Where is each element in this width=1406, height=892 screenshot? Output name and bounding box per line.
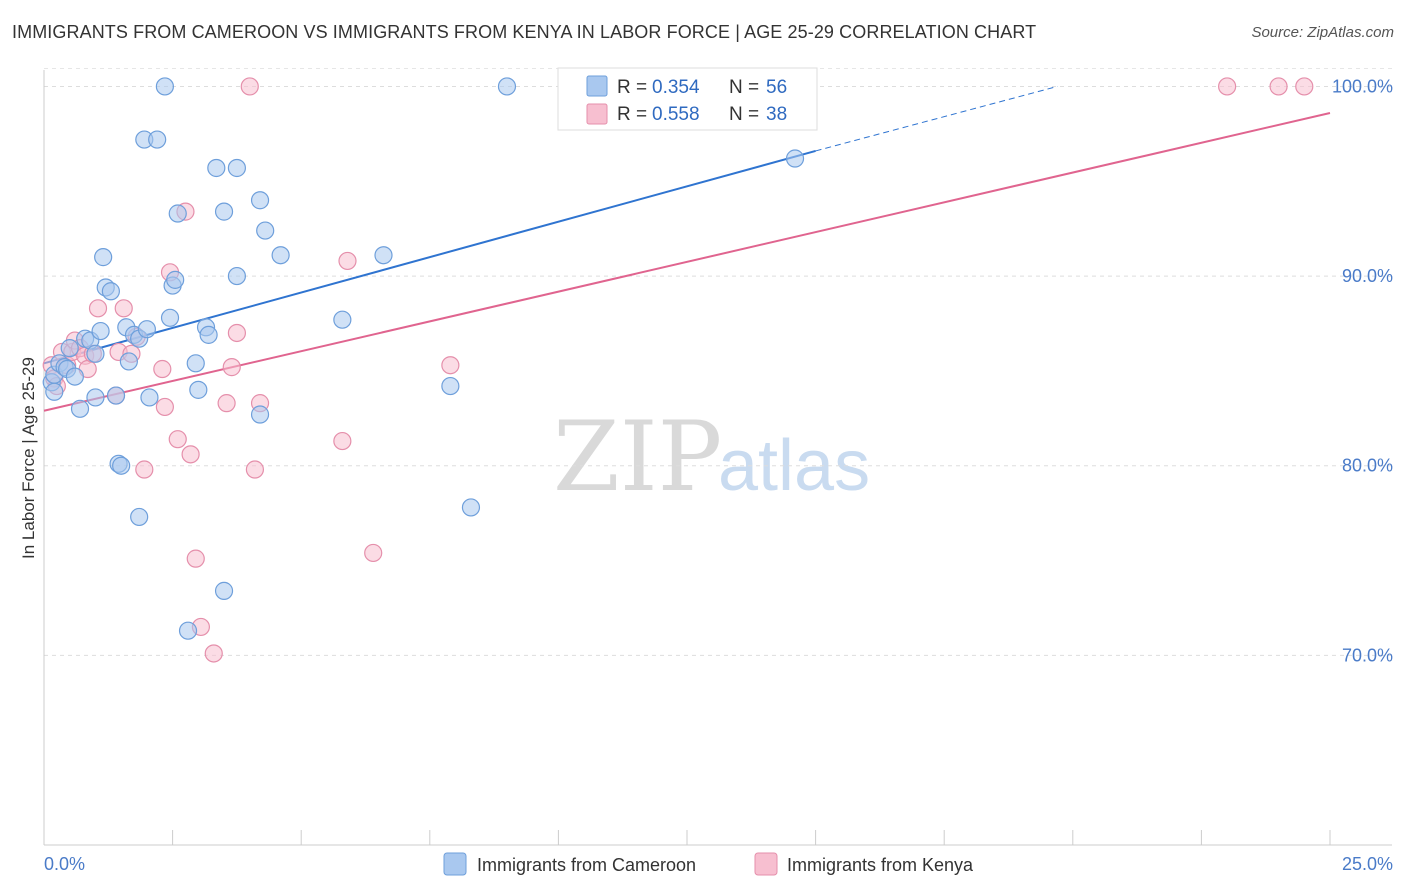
- cameroon-point: [250, 405, 270, 424]
- kenya-point: [227, 323, 246, 343]
- bottom-legend-cameroon-label: Immigrants from Cameroon: [477, 855, 696, 875]
- cameroon-point: [461, 498, 481, 517]
- legend-kenya-r-label: R =: [617, 104, 647, 125]
- cameroon-point: [199, 325, 218, 344]
- cameroon-point: [271, 246, 290, 265]
- cameroon-point: [189, 380, 208, 399]
- cameroon-point: [106, 386, 126, 405]
- y-axis-label: In Labor Force | Age 25-29: [19, 357, 38, 559]
- cameroon-point: [155, 77, 174, 96]
- kenya-point: [1218, 77, 1237, 96]
- legend-cameroon-n-label: N =: [729, 77, 759, 98]
- cameroon-trend-extension: [815, 85, 1058, 152]
- kenya-point: [441, 356, 460, 375]
- kenya-trend-line: [43, 112, 1331, 412]
- cameroon-points: [42, 77, 805, 640]
- kenya-point: [88, 299, 108, 318]
- kenya-point: [114, 299, 133, 318]
- cameroon-point: [333, 310, 352, 329]
- y-tick-label: 70.0%: [1342, 645, 1393, 665]
- cameroon-point: [186, 354, 205, 373]
- cameroon-point: [227, 158, 246, 178]
- kenya-point: [364, 543, 383, 563]
- cameroon-point: [140, 388, 159, 407]
- cameroon-point: [94, 248, 113, 267]
- cameroon-point: [130, 507, 149, 527]
- y-tick-label: 90.0%: [1342, 266, 1393, 286]
- axes: [43, 70, 1392, 846]
- kenya-point: [222, 358, 241, 377]
- watermark: ZIP atlas: [553, 401, 870, 513]
- cameroon-point: [137, 320, 156, 339]
- trend-lines: [43, 85, 1331, 412]
- cameroon-point: [214, 202, 234, 221]
- x-tick-label: 0.0%: [44, 854, 85, 874]
- cameroon-point: [60, 339, 79, 358]
- kenya-point: [204, 644, 223, 663]
- kenya-point: [1269, 77, 1288, 96]
- cameroon-point: [166, 270, 185, 289]
- kenya-point: [155, 397, 174, 417]
- y-tick-label: 80.0%: [1342, 456, 1393, 476]
- legend-kenya-n-value: 38: [766, 104, 787, 125]
- cameroon-point: [45, 382, 64, 401]
- watermark-zip: ZIP: [553, 401, 722, 513]
- cameroon-point: [374, 246, 393, 265]
- x-tick-label: 25.0%: [1342, 854, 1393, 874]
- cameroon-point: [178, 621, 198, 640]
- kenya-point: [338, 251, 357, 271]
- cameroon-point: [256, 221, 275, 240]
- y-tick-labels: 100.0% 90.0% 80.0% 70.0%: [1332, 76, 1393, 665]
- cameroon-point: [441, 376, 460, 396]
- cameroon-point: [70, 399, 90, 418]
- bottom-legend-kenya-swatch: [754, 852, 778, 876]
- x-ticks: [172, 830, 1331, 845]
- legend-kenya-n-label: N =: [729, 104, 759, 125]
- series-legend: Immigrants from Cameroon Immigrants from…: [443, 852, 974, 876]
- cameroon-point: [214, 581, 234, 600]
- gridlines: [44, 67, 1392, 656]
- legend-cameroon-r-value: 0.354: [652, 77, 700, 98]
- cameroon-point: [86, 344, 105, 363]
- legend-cameroon-n-value: 56: [766, 77, 787, 98]
- kenya-point: [181, 445, 200, 464]
- cameroon-point: [112, 456, 131, 475]
- cameroon-trend-line: [43, 149, 816, 365]
- kenya-point: [168, 430, 187, 449]
- kenya-point: [245, 460, 265, 479]
- cameroon-point: [227, 266, 246, 286]
- kenya-point: [186, 549, 205, 568]
- cameroon-point: [86, 388, 105, 407]
- cameroon-point: [148, 130, 167, 149]
- cameroon-point: [785, 149, 805, 168]
- legend-kenya-swatch: [586, 103, 608, 125]
- cameroon-point: [119, 352, 138, 371]
- cameroon-point: [91, 321, 110, 341]
- legend-cameroon-r-label: R =: [617, 77, 647, 98]
- cameroon-point: [101, 282, 120, 301]
- y-tick-label: 100.0%: [1332, 76, 1393, 96]
- kenya-point: [153, 359, 172, 379]
- bottom-legend-kenya-label: Immigrants from Kenya: [787, 855, 974, 875]
- correlation-legend: R = 0.354 N = 56 R = 0.558 N = 38: [557, 67, 818, 131]
- kenya-point: [240, 77, 259, 96]
- cameroon-point: [250, 191, 270, 210]
- legend-kenya-r-value: 0.558: [652, 104, 700, 125]
- kenya-point: [1295, 77, 1314, 96]
- bottom-legend-cameroon-swatch: [443, 852, 467, 876]
- source-credit: Source: ZipAtlas.com: [1251, 24, 1394, 41]
- cameroon-point: [65, 367, 84, 386]
- cameroon-point: [160, 308, 180, 327]
- chart-title: IMMIGRANTS FROM CAMEROON VS IMMIGRANTS F…: [12, 22, 1037, 42]
- kenya-point: [217, 394, 236, 413]
- cameroon-point: [207, 158, 226, 178]
- cameroon-point: [168, 204, 187, 223]
- x-tick-labels: 0.0% 25.0%: [44, 854, 1393, 874]
- cameroon-point: [497, 77, 517, 96]
- legend-cameroon-swatch: [586, 75, 608, 97]
- kenya-point: [333, 431, 352, 451]
- kenya-point: [135, 460, 154, 479]
